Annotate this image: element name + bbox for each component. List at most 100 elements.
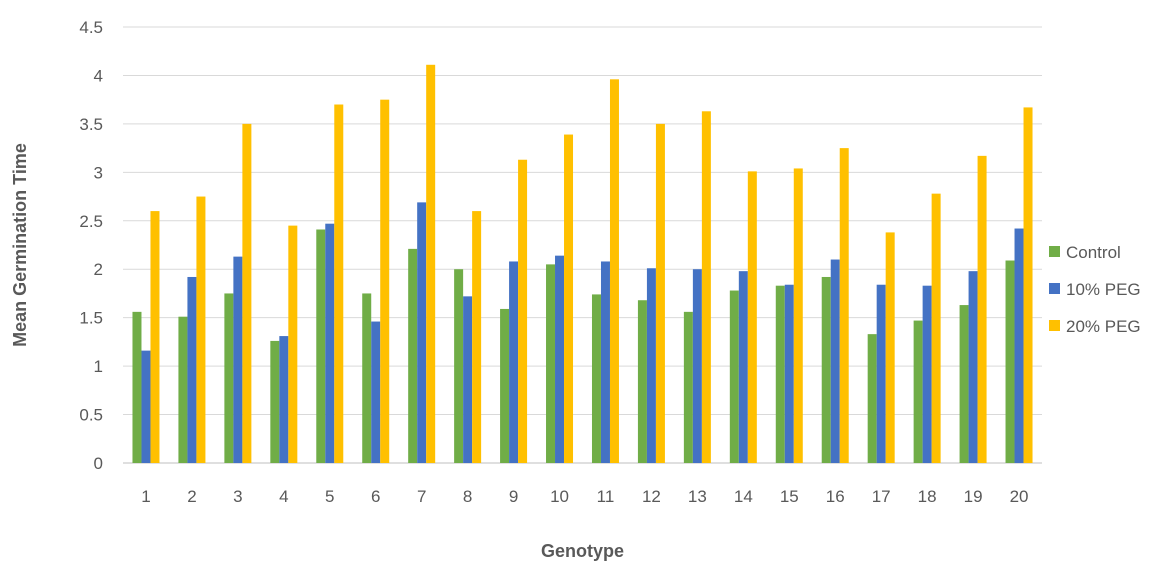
bar-control-5 bbox=[316, 229, 326, 463]
y-tick-label: 0.5 bbox=[79, 406, 103, 425]
bar-control-9 bbox=[500, 308, 510, 463]
x-tick-label: 4 bbox=[279, 487, 288, 506]
bar-20-peg-2 bbox=[196, 196, 206, 464]
x-tick-label: 2 bbox=[187, 487, 196, 506]
y-tick-label: 3.5 bbox=[79, 115, 103, 134]
bar-20-peg-12 bbox=[655, 123, 665, 463]
bar-10-peg-16 bbox=[830, 259, 840, 463]
y-tick-label: 4.5 bbox=[79, 18, 103, 37]
bar-20-peg-3 bbox=[242, 123, 252, 463]
x-tick-label: 10 bbox=[550, 487, 569, 506]
bar-20-peg-7 bbox=[426, 64, 436, 463]
bar-10-peg-1 bbox=[141, 350, 151, 463]
x-tick-label: 15 bbox=[780, 487, 799, 506]
bar-control-14 bbox=[729, 290, 739, 463]
bar-control-13 bbox=[683, 311, 693, 463]
x-axis-title: Genotype bbox=[541, 541, 624, 561]
bar-control-7 bbox=[408, 248, 418, 463]
bar-10-peg-6 bbox=[371, 321, 381, 463]
x-tick-labels: 1 2 3 4 5 6 7 8 9 10 11 12 13 14 15 16 17 18 19 20 bbox=[141, 487, 1028, 506]
bar-10-peg-18 bbox=[922, 285, 932, 463]
bar-control-6 bbox=[362, 293, 372, 463]
bar-20-peg-9 bbox=[518, 159, 528, 463]
bar-20-peg-14 bbox=[747, 171, 757, 463]
y-tick-label: 1 bbox=[94, 357, 103, 376]
bar-10-peg-14 bbox=[738, 271, 748, 463]
bar-control-3 bbox=[224, 293, 234, 463]
x-tick-label: 18 bbox=[918, 487, 937, 506]
bar-10-peg-3 bbox=[233, 256, 243, 463]
bar-10-peg-13 bbox=[692, 269, 702, 463]
y-axis-title: Mean Germination Time bbox=[10, 143, 30, 347]
x-tick-label: 16 bbox=[826, 487, 845, 506]
bar-10-peg-10 bbox=[555, 255, 565, 463]
bar-control-20 bbox=[1005, 260, 1015, 463]
gridlines bbox=[123, 26, 1042, 464]
y-tick-label: 1.5 bbox=[79, 309, 103, 328]
bar-20-peg-6 bbox=[380, 99, 390, 464]
bar-20-peg-18 bbox=[931, 193, 941, 463]
y-tick-labels: 0 0.5 1 1.5 2 2.5 3 3.5 4 4.5 bbox=[79, 18, 103, 473]
bar-10-peg-12 bbox=[646, 268, 656, 463]
y-tick-label: 0 bbox=[94, 454, 103, 473]
bar-control-8 bbox=[454, 269, 464, 463]
x-tick-label: 9 bbox=[509, 487, 518, 506]
bar-control-4 bbox=[270, 340, 280, 463]
bar-20-peg-15 bbox=[793, 168, 803, 464]
bar-control-12 bbox=[637, 300, 647, 463]
y-tick-label: 3 bbox=[94, 163, 103, 182]
bar-10-peg-15 bbox=[784, 284, 794, 463]
legend-label-10-peg: 10% PEG bbox=[1066, 280, 1141, 299]
bar-control-19 bbox=[959, 305, 969, 463]
legend-label-control: Control bbox=[1066, 243, 1121, 262]
x-tick-label: 12 bbox=[642, 487, 661, 506]
bar-20-peg-17 bbox=[885, 232, 895, 463]
x-tick-label: 3 bbox=[233, 487, 242, 506]
bars bbox=[132, 64, 1033, 464]
bar-20-peg-1 bbox=[150, 211, 160, 463]
legend: Control 10% PEG 20% PEG bbox=[1049, 243, 1141, 336]
x-tick-label: 13 bbox=[688, 487, 707, 506]
bar-10-peg-9 bbox=[509, 261, 519, 463]
y-tick-label: 2.5 bbox=[79, 212, 103, 231]
bar-20-peg-20 bbox=[1023, 107, 1033, 463]
y-tick-label: 4 bbox=[94, 66, 103, 85]
bar-20-peg-13 bbox=[701, 111, 711, 463]
x-tick-label: 7 bbox=[417, 487, 426, 506]
bar-10-peg-7 bbox=[417, 202, 427, 463]
bar-10-peg-8 bbox=[463, 296, 473, 463]
bar-10-peg-2 bbox=[187, 276, 197, 463]
bar-10-peg-4 bbox=[279, 336, 289, 463]
bar-20-peg-10 bbox=[564, 134, 574, 463]
bar-10-peg-17 bbox=[876, 284, 886, 463]
x-tick-label: 5 bbox=[325, 487, 334, 506]
bar-20-peg-5 bbox=[334, 104, 344, 463]
x-tick-label: 11 bbox=[597, 487, 615, 506]
bar-control-16 bbox=[821, 276, 831, 463]
bar-10-peg-20 bbox=[1014, 228, 1024, 463]
x-tick-label: 20 bbox=[1010, 487, 1029, 506]
bar-10-peg-11 bbox=[600, 261, 610, 463]
x-tick-label: 6 bbox=[371, 487, 380, 506]
bar-control-17 bbox=[867, 334, 877, 463]
x-tick-label: 1 bbox=[141, 487, 150, 506]
legend-label-20-peg: 20% PEG bbox=[1066, 317, 1141, 336]
legend-swatch-control bbox=[1049, 246, 1060, 257]
x-tick-label: 8 bbox=[463, 487, 472, 506]
bar-control-1 bbox=[132, 311, 142, 463]
bar-control-11 bbox=[591, 294, 601, 463]
bar-control-10 bbox=[546, 264, 556, 463]
bar-20-peg-16 bbox=[839, 148, 849, 463]
bar-10-peg-5 bbox=[325, 223, 335, 463]
bar-20-peg-11 bbox=[609, 79, 619, 463]
x-tick-label: 19 bbox=[964, 487, 983, 506]
bar-control-18 bbox=[913, 320, 923, 463]
legend-swatch-20-peg bbox=[1049, 320, 1060, 331]
x-tick-label: 14 bbox=[734, 487, 753, 506]
bar-10-peg-19 bbox=[968, 271, 978, 463]
bar-20-peg-19 bbox=[977, 155, 987, 463]
bar-20-peg-4 bbox=[288, 225, 298, 463]
bar-control-15 bbox=[775, 285, 785, 463]
bar-20-peg-8 bbox=[472, 211, 482, 463]
